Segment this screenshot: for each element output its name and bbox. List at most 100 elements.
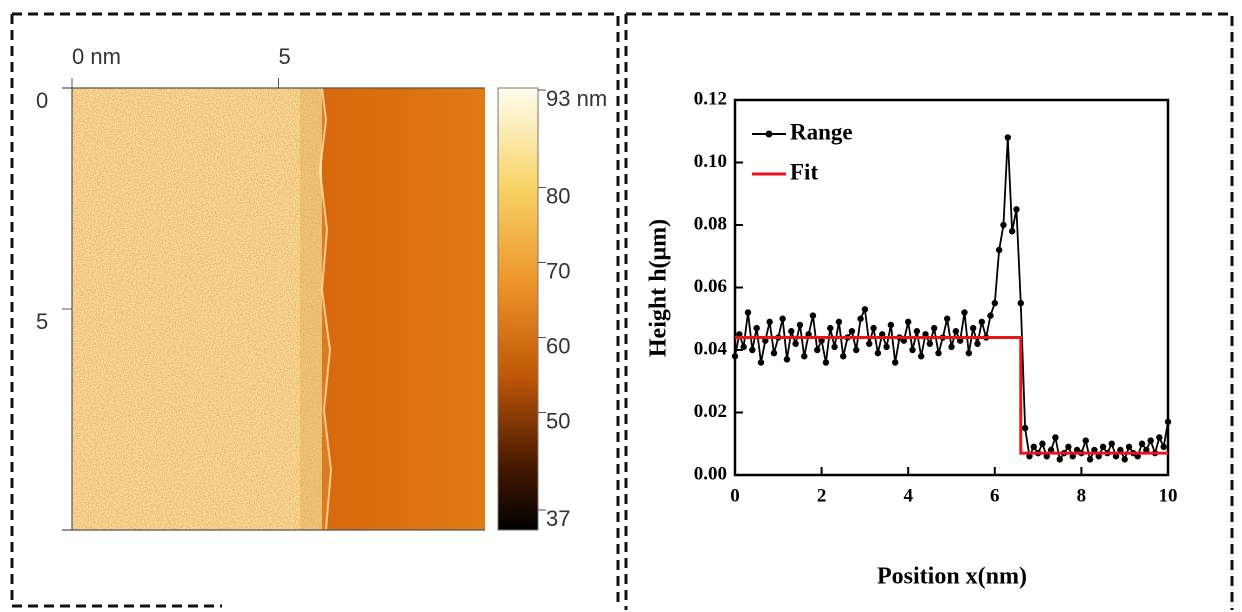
data-point <box>1030 443 1037 451</box>
data-point <box>1082 437 1089 444</box>
data-point <box>866 340 873 347</box>
data-point <box>853 346 860 354</box>
data-point <box>809 312 817 319</box>
data-point <box>974 340 981 347</box>
data-point <box>909 346 916 354</box>
data-point <box>1021 424 1029 432</box>
data-point <box>757 359 765 366</box>
y-tick-label: 0.12 <box>694 88 727 109</box>
x-tick-label: 4 <box>903 485 913 506</box>
x-tick-label: 8 <box>1077 485 1087 506</box>
data-point <box>1112 453 1120 460</box>
data-point <box>1117 446 1124 454</box>
legend-marker <box>765 130 773 138</box>
data-point <box>1056 456 1063 463</box>
data-point <box>848 328 856 335</box>
x-tick-label: 10 <box>1159 485 1178 506</box>
y-tick-label: 0.02 <box>694 401 727 422</box>
data-point <box>1004 134 1011 141</box>
data-point <box>935 349 942 357</box>
data-point <box>779 315 786 322</box>
data-point <box>1095 453 1102 460</box>
data-point <box>1069 453 1076 460</box>
data-point <box>749 346 756 354</box>
colorbar-tick-label: 60 <box>546 333 570 358</box>
data-point <box>827 324 834 332</box>
data-point <box>736 331 743 338</box>
data-point <box>1138 440 1146 447</box>
data-point <box>861 306 869 313</box>
data-point <box>887 321 895 329</box>
data-point <box>987 312 994 319</box>
data-point <box>948 343 955 351</box>
colorbar <box>497 87 539 531</box>
data-point <box>995 246 1003 254</box>
data-point <box>840 353 847 360</box>
data-point <box>922 331 929 338</box>
x-axis-title: Position x(nm) <box>877 564 1027 590</box>
data-point <box>1086 456 1094 463</box>
x-tick-label: 5 <box>279 44 291 69</box>
data-point <box>1043 453 1050 460</box>
y-axis-title: Height h(μm) <box>646 219 672 357</box>
data-point <box>801 353 808 360</box>
data-point <box>930 324 938 332</box>
legend-label: Fit <box>790 159 818 184</box>
data-point <box>783 356 791 363</box>
data-point <box>1134 453 1141 460</box>
data-point <box>835 318 843 326</box>
data-point <box>762 337 769 344</box>
y-tick-label: 0.00 <box>694 463 727 484</box>
data-point <box>879 331 886 338</box>
data-point <box>814 346 821 354</box>
x-tick-label: 2 <box>817 485 827 506</box>
data-point <box>1164 418 1172 426</box>
x-tick-label: 6 <box>990 485 1000 506</box>
data-point <box>818 337 825 344</box>
data-point <box>1156 434 1163 441</box>
data-point <box>1065 443 1072 451</box>
data-point <box>796 321 804 329</box>
data-point <box>883 343 890 351</box>
data-point <box>870 324 877 332</box>
data-point <box>831 343 838 351</box>
data-point <box>766 318 773 326</box>
x-tick-label: 0 nm <box>72 44 121 69</box>
data-point <box>913 328 921 335</box>
data-point <box>805 331 812 338</box>
y-tick-label: 0.04 <box>694 338 728 359</box>
data-point <box>874 349 882 357</box>
data-point <box>1160 443 1167 451</box>
data-point <box>788 328 795 335</box>
data-point <box>965 349 973 357</box>
data-point <box>1047 446 1055 454</box>
data-point <box>1143 446 1150 454</box>
data-point <box>926 340 934 347</box>
data-point <box>1091 446 1098 454</box>
data-point <box>792 340 799 347</box>
data-point <box>905 318 912 326</box>
colorbar-tick-label: 37 <box>546 506 570 531</box>
x-tick-label: 0 <box>730 485 740 506</box>
data-point <box>900 337 908 344</box>
data-point <box>991 299 998 307</box>
data-point <box>1108 440 1115 447</box>
data-point <box>744 309 752 316</box>
legend-label: Range <box>790 119 853 144</box>
data-point <box>1099 443 1107 451</box>
data-point <box>753 324 760 332</box>
colorbar-tick-label: 93 nm <box>546 86 607 111</box>
colorbar-tick-label: 50 <box>546 408 570 433</box>
y-tick-label: 5 <box>36 309 48 334</box>
data-point <box>1026 453 1033 460</box>
data-point <box>1147 437 1154 444</box>
data-point <box>978 318 986 326</box>
data-point <box>1000 221 1007 229</box>
data-point <box>1039 440 1046 447</box>
data-point <box>1052 434 1059 441</box>
afm-image <box>72 88 485 530</box>
data-point <box>952 328 960 335</box>
data-point <box>740 343 747 351</box>
y-tick-label: 0 <box>36 88 48 113</box>
